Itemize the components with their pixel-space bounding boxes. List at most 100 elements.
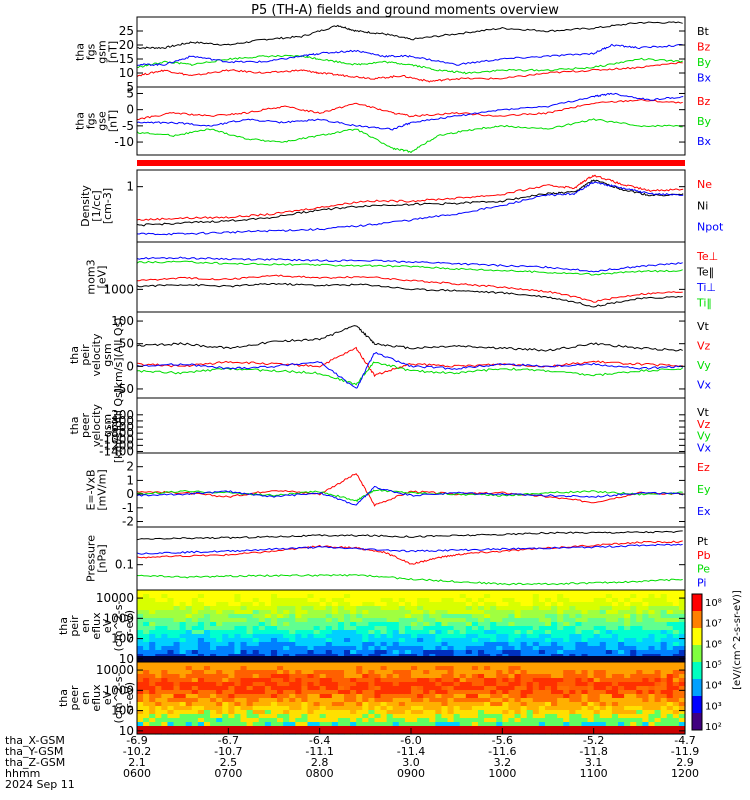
spec-cell [222,702,229,707]
spec-cell [423,642,430,647]
spec-cell [563,646,570,651]
spec-cell [337,606,345,611]
spec-cell [453,718,461,723]
ytick-label: 1 [126,473,134,487]
spec-cell [575,622,583,627]
spec-cell [484,642,491,647]
legend-Vt: Vt [697,320,710,333]
spec-cell [587,686,595,691]
spec-cell [258,650,266,655]
spec-cell [532,638,540,643]
spec-cell [264,702,272,707]
spec-cell [618,646,625,651]
spec-cell [319,682,327,687]
xaxis-value: 1200 [671,767,699,780]
spec-cell [551,698,558,703]
spec-cell [630,694,637,699]
spec-cell [240,638,248,643]
spec-cell [636,698,643,703]
spec-cell [277,686,284,691]
spec-cell [563,662,570,667]
xaxis-value: -6.0 [400,734,421,747]
spec-cell [350,610,357,615]
spec-cell [161,650,169,655]
spec-cell [520,606,528,611]
spec-cell [149,686,156,691]
ylabel-line: sr-eV) [123,682,136,714]
spec-cell [380,598,388,603]
spec-cell [411,674,418,679]
spec-cell [611,682,619,687]
spec-cell [654,626,662,631]
spec-cell [210,686,217,691]
spec-cell [344,714,351,719]
spec-cell [587,606,595,611]
spec-cell [660,650,668,655]
spec-cell [532,610,540,615]
spec-cell [630,590,637,595]
spec-cell [137,694,144,699]
spec-cell [143,606,150,611]
spec-cell [161,630,169,635]
spec-cell [222,714,229,719]
spec-cell [551,682,558,687]
spec-cell [496,666,503,671]
spec-cell [368,618,376,623]
spec-cell [203,718,211,723]
spec-cell [368,606,376,611]
spec-cell [392,622,400,627]
spec-cell [605,626,613,631]
spec-cell [258,598,266,603]
spec-cell [216,702,223,707]
spec-cell [252,646,260,651]
spec-cell [143,702,150,707]
spec-cell [325,674,333,679]
spec-cell [526,682,534,687]
legend-Pi: Pi [697,576,706,589]
spec-cell [234,634,242,639]
spec-cell [678,602,686,607]
spec-cell [216,718,223,723]
spec-cell [337,634,345,639]
spec-cell [526,694,534,699]
spec-cell [593,610,601,615]
ylabel-line: tha [74,43,87,61]
spec-cell [368,682,376,687]
spec-cell [496,606,503,611]
spec-cell [666,622,674,627]
spec-cell [137,626,144,631]
spec-cell [429,618,436,623]
spec-cell [599,610,607,615]
spec-cell [258,626,266,631]
spec-cell [514,606,522,611]
spec-cell [137,614,144,619]
spec-cell [289,662,296,667]
spec-cell [404,706,412,711]
spec-cell [471,646,479,651]
spec-cell [484,710,491,715]
spec-cell [344,710,351,715]
spec-cell [678,626,686,631]
spec-cell [587,714,595,719]
spec-cell [648,606,656,611]
spec-cell [270,690,278,695]
spec-cell [587,642,595,647]
spec-cell [605,614,613,619]
spec-cell [624,686,631,691]
spec-cell [289,686,296,691]
spec-cell [526,602,534,607]
spec-cell [301,602,309,607]
spec-cell [313,710,321,715]
spec-cell [313,674,321,679]
spec-cell [642,650,650,655]
spec-cell [471,662,479,667]
spec-cell [575,610,583,615]
spec-cell [356,610,363,615]
spec-cell [526,590,534,595]
spec-cell [277,610,284,615]
spec-cell [398,598,406,603]
spec-cell [246,718,254,723]
spec-cell [453,690,461,695]
spec-cell [660,606,668,611]
